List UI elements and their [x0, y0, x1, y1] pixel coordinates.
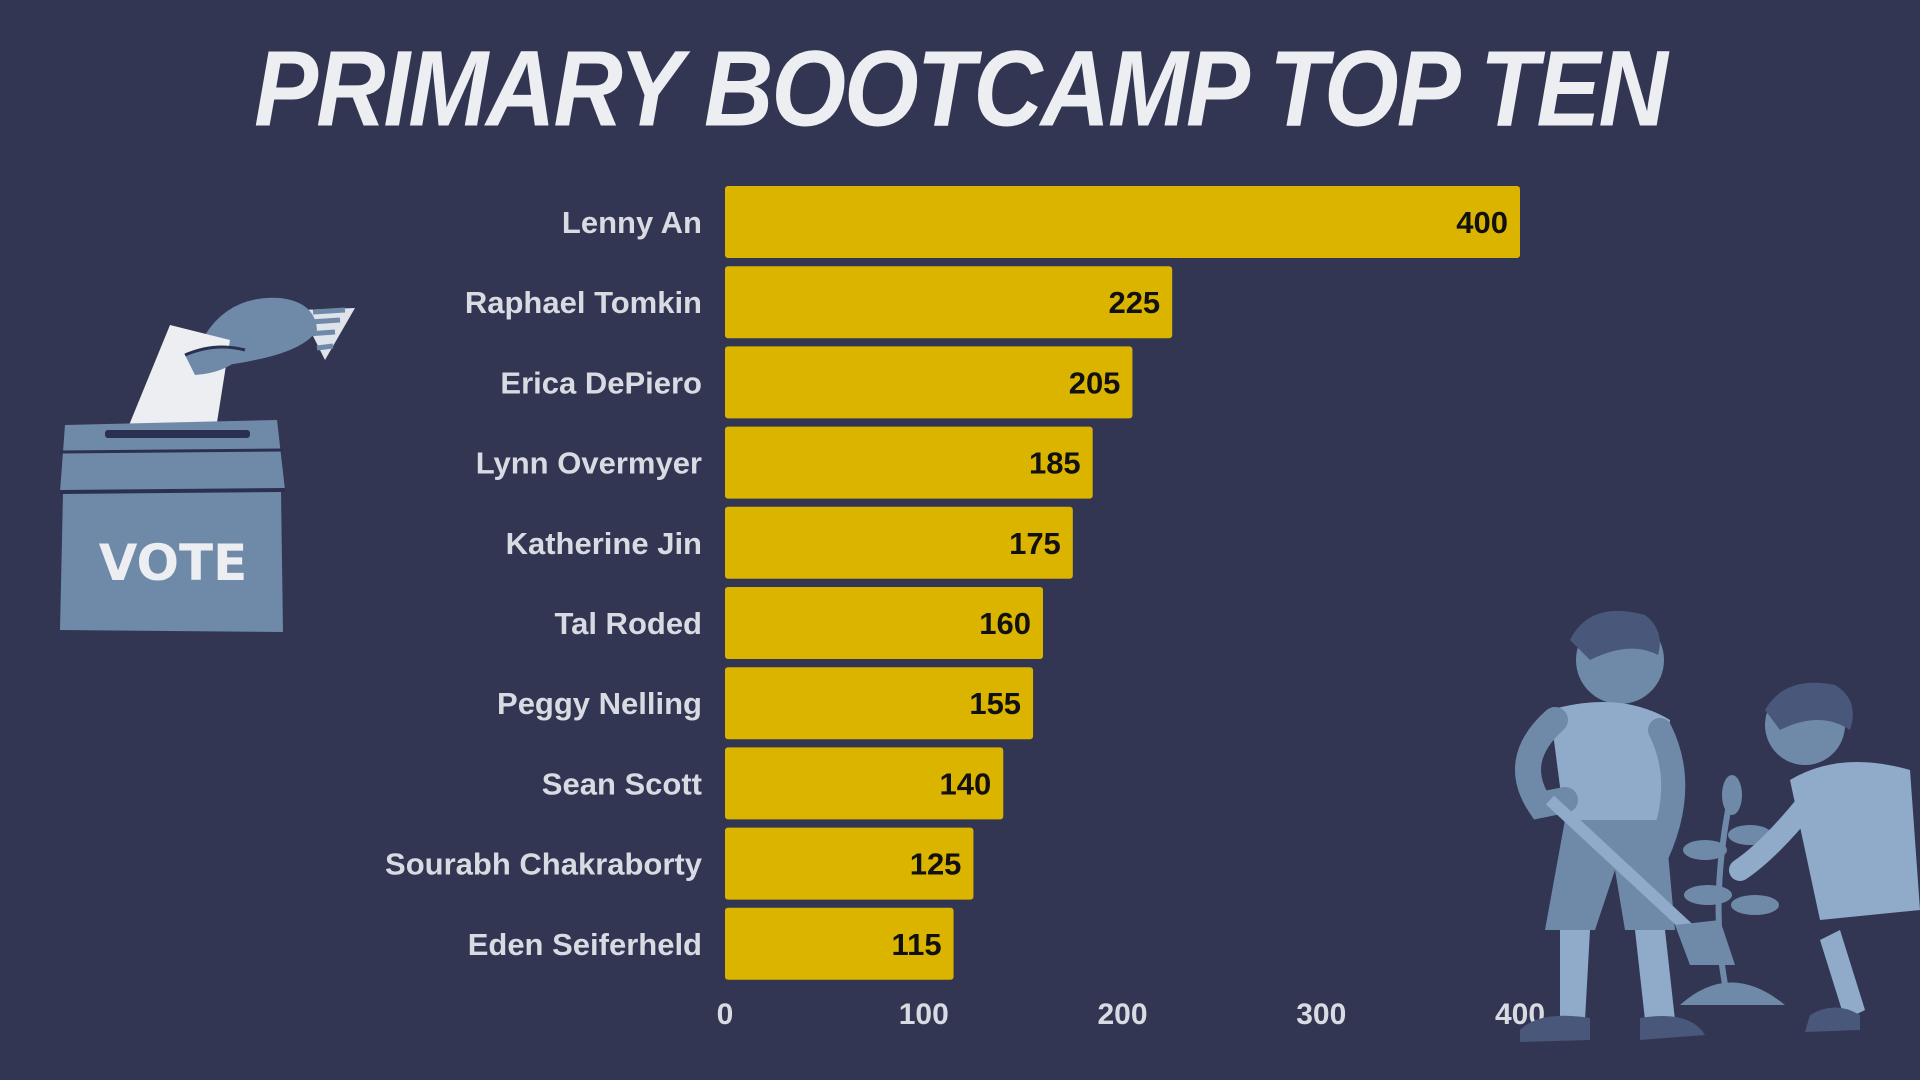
- bar-value-label-9: 115: [892, 927, 942, 962]
- ballot-box-illustration: VOTE: [59, 297, 355, 632]
- category-label-5: Tal Roded: [554, 606, 702, 641]
- x-tick-label-2: 200: [1097, 998, 1147, 1031]
- category-label-8: Sourabh Chakraborty: [385, 847, 703, 882]
- bar-value-label-5: 160: [979, 606, 1031, 641]
- x-axis-ticks: 0 100 200 300 400: [717, 998, 1545, 1031]
- bar-value-label-0: 400: [1456, 205, 1508, 240]
- category-label-4: Katherine Jin: [506, 526, 702, 561]
- bar-value-label-4: 175: [1009, 526, 1061, 561]
- bar-value-label-6: 155: [969, 686, 1021, 721]
- category-label-9: Eden Seiferheld: [468, 927, 702, 962]
- bar-1: [725, 266, 1173, 339]
- bar-9: [725, 907, 954, 980]
- bar-4: [725, 506, 1073, 579]
- kids-planting-illustration: [1515, 610, 1920, 1042]
- category-label-1: Raphael Tomkin: [465, 285, 702, 320]
- bar-0: [725, 186, 1520, 258]
- x-tick-label-1: 100: [899, 998, 949, 1031]
- category-labels: Lenny An Raphael Tomkin Erica DePiero Lynn …: [385, 205, 703, 962]
- vote-text: VOTE: [99, 534, 248, 592]
- category-label-7: Sean Scott: [542, 766, 702, 801]
- category-label-2: Erica DePiero: [500, 365, 702, 400]
- bar-value-label-3: 185: [1029, 446, 1081, 481]
- bar-value-label-2: 205: [1069, 365, 1121, 400]
- bar-value-label-1: 225: [1108, 285, 1160, 320]
- chart-title: PRIMARY BOOTCAMP TOP TEN: [254, 29, 1668, 149]
- bar-3: [725, 426, 1093, 499]
- category-label-6: Peggy Nelling: [497, 686, 702, 721]
- bar-6: [725, 667, 1034, 740]
- x-tick-label-3: 300: [1296, 998, 1346, 1031]
- bar-5: [725, 587, 1043, 659]
- bar-2: [725, 346, 1133, 419]
- bar-8: [725, 827, 974, 900]
- bar-value-label-7: 140: [940, 766, 992, 801]
- bar-value-label-8: 125: [910, 847, 962, 882]
- category-label-3: Lynn Overmyer: [476, 446, 702, 481]
- category-label-0: Lenny An: [562, 205, 702, 240]
- bar-7: [725, 747, 1004, 820]
- bars-group: 400 225 205 185 175 160 155 140 125 115: [725, 186, 1520, 980]
- x-tick-label-0: 0: [717, 998, 734, 1031]
